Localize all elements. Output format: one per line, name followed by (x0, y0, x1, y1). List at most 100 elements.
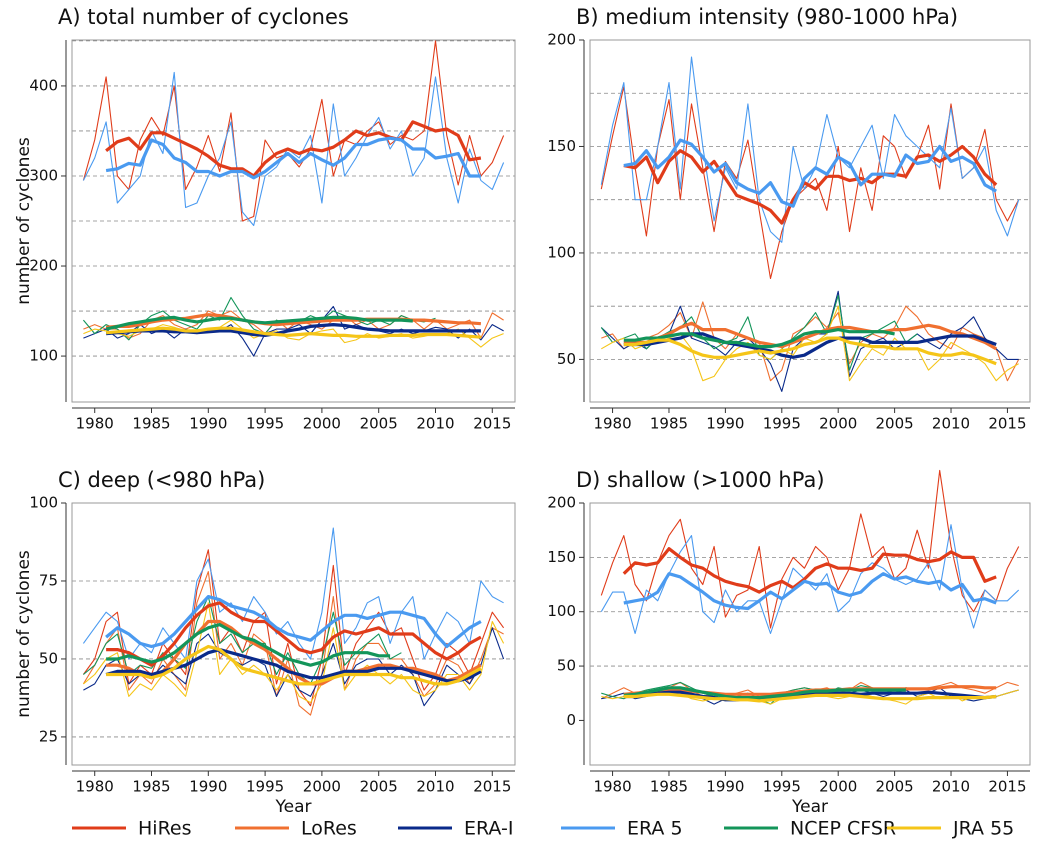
y-axis-label: number of cyclones (14, 137, 34, 305)
plot-frame (71, 502, 516, 766)
annual-line (83, 602, 505, 704)
annual-line (601, 301, 1020, 382)
running-mean-line (623, 332, 997, 359)
annual-line (601, 305, 1019, 382)
x-tick-label: 1985 (132, 778, 170, 796)
running-mean-line (105, 326, 482, 339)
annual-line (83, 596, 402, 685)
x-axis-label: Year (275, 797, 312, 817)
annual-line (600, 469, 1020, 629)
y-tick-label: 0 (566, 711, 576, 729)
x-tick-label: 2005 (876, 415, 914, 433)
y-tick-label: 200 (547, 31, 576, 49)
x-tick-label: 2005 (876, 778, 914, 796)
running-mean-line (623, 336, 997, 366)
x-tick-label: 2015 (988, 778, 1026, 796)
x-tick-label: 2010 (932, 778, 970, 796)
x-tick-label: 1980 (76, 778, 114, 796)
y-tick-label: 50 (557, 350, 576, 368)
running-mean-line (623, 690, 997, 702)
x-tick-label: 2005 (360, 415, 398, 433)
x-tick-label: 2000 (819, 415, 857, 433)
y-tick-label: 150 (547, 137, 576, 155)
running-mean-line (623, 144, 998, 225)
x-tick-label: 1980 (593, 415, 631, 433)
running-mean-line (623, 572, 997, 611)
y-tick-label: 100 (547, 602, 576, 620)
panel-title: C) deep (<980 hPa) (58, 468, 265, 492)
running-mean-line (105, 120, 482, 178)
x-tick-label: 2005 (360, 778, 398, 796)
annual-line (600, 86, 1020, 280)
x-tick-label: 1980 (76, 415, 114, 433)
x-tick-label: 1985 (650, 778, 688, 796)
panel-title: D) shallow (>1000 hPa) (576, 468, 825, 492)
annual-line (83, 305, 504, 357)
legend-label: JRA 55 (952, 818, 1014, 840)
x-tick-label: 2010 (932, 415, 970, 433)
x-tick-label: 2010 (416, 778, 454, 796)
y-tick-label: 200 (29, 257, 58, 275)
x-tick-label: 2015 (473, 778, 511, 796)
plot-frame (589, 502, 1031, 766)
y-tick-label: 50 (557, 657, 576, 675)
panel-title: A) total number of cyclones (58, 5, 349, 29)
x-tick-label: 2000 (819, 778, 857, 796)
x-tick-label: 2015 (473, 415, 511, 433)
annual-line (82, 527, 504, 660)
x-tick-label: 1995 (763, 415, 801, 433)
x-tick-label: 1995 (246, 778, 284, 796)
x-tick-label: 2010 (416, 415, 454, 433)
running-mean-line (105, 136, 481, 180)
y-tick-label: 300 (29, 166, 58, 184)
x-tick-label: 1995 (763, 778, 801, 796)
legend-label: ERA-I (464, 818, 513, 840)
annual-line (600, 56, 1020, 243)
y-tick-label: 100 (29, 347, 58, 365)
plot-frame (71, 39, 516, 403)
y-axis-label: number of cyclones (14, 550, 34, 718)
x-tick-label: 2000 (303, 778, 341, 796)
running-mean-line (623, 138, 997, 208)
running-mean-line (106, 623, 391, 667)
panel-title: B) medium intensity (980-1000 hPa) (576, 5, 958, 29)
annual-line (82, 40, 505, 222)
running-mean-line (623, 328, 895, 349)
y-tick-label: 75 (39, 571, 58, 589)
legend-label: HiRes (138, 818, 192, 840)
x-tick-label: 1985 (132, 415, 170, 433)
x-tick-label: 2000 (303, 415, 341, 433)
y-tick-label: 25 (39, 727, 58, 745)
x-tick-label: 2015 (988, 415, 1026, 433)
x-tick-label: 1985 (650, 415, 688, 433)
plot-frame (589, 39, 1031, 403)
annual-line (82, 71, 505, 227)
y-tick-label: 400 (29, 76, 58, 94)
running-mean-line (622, 547, 997, 594)
running-mean-line (623, 692, 997, 703)
running-mean-line (105, 595, 482, 649)
x-tick-label: 1990 (189, 415, 227, 433)
y-tick-label: 150 (547, 548, 576, 566)
x-axis-label: Year (791, 797, 828, 817)
running-mean-line (105, 323, 481, 337)
x-tick-label: 1995 (246, 415, 284, 433)
running-mean-line (623, 321, 997, 351)
running-mean-line (106, 644, 482, 686)
y-tick-label: 200 (547, 494, 576, 512)
x-tick-label: 1990 (706, 415, 744, 433)
running-mean-line (106, 601, 482, 667)
y-tick-label: 50 (39, 649, 58, 667)
y-tick-label: 100 (29, 494, 58, 512)
running-mean-line (105, 315, 413, 331)
x-tick-label: 1990 (706, 778, 744, 796)
running-mean-line (105, 313, 482, 329)
x-tick-label: 1980 (593, 778, 631, 796)
running-mean-line (623, 686, 906, 700)
y-tick-label: 100 (547, 243, 576, 261)
legend-label: NCEP CFSR (790, 818, 896, 840)
x-tick-label: 1990 (189, 778, 227, 796)
legend-label: LoRes (301, 818, 357, 840)
legend-label: ERA 5 (627, 818, 683, 840)
